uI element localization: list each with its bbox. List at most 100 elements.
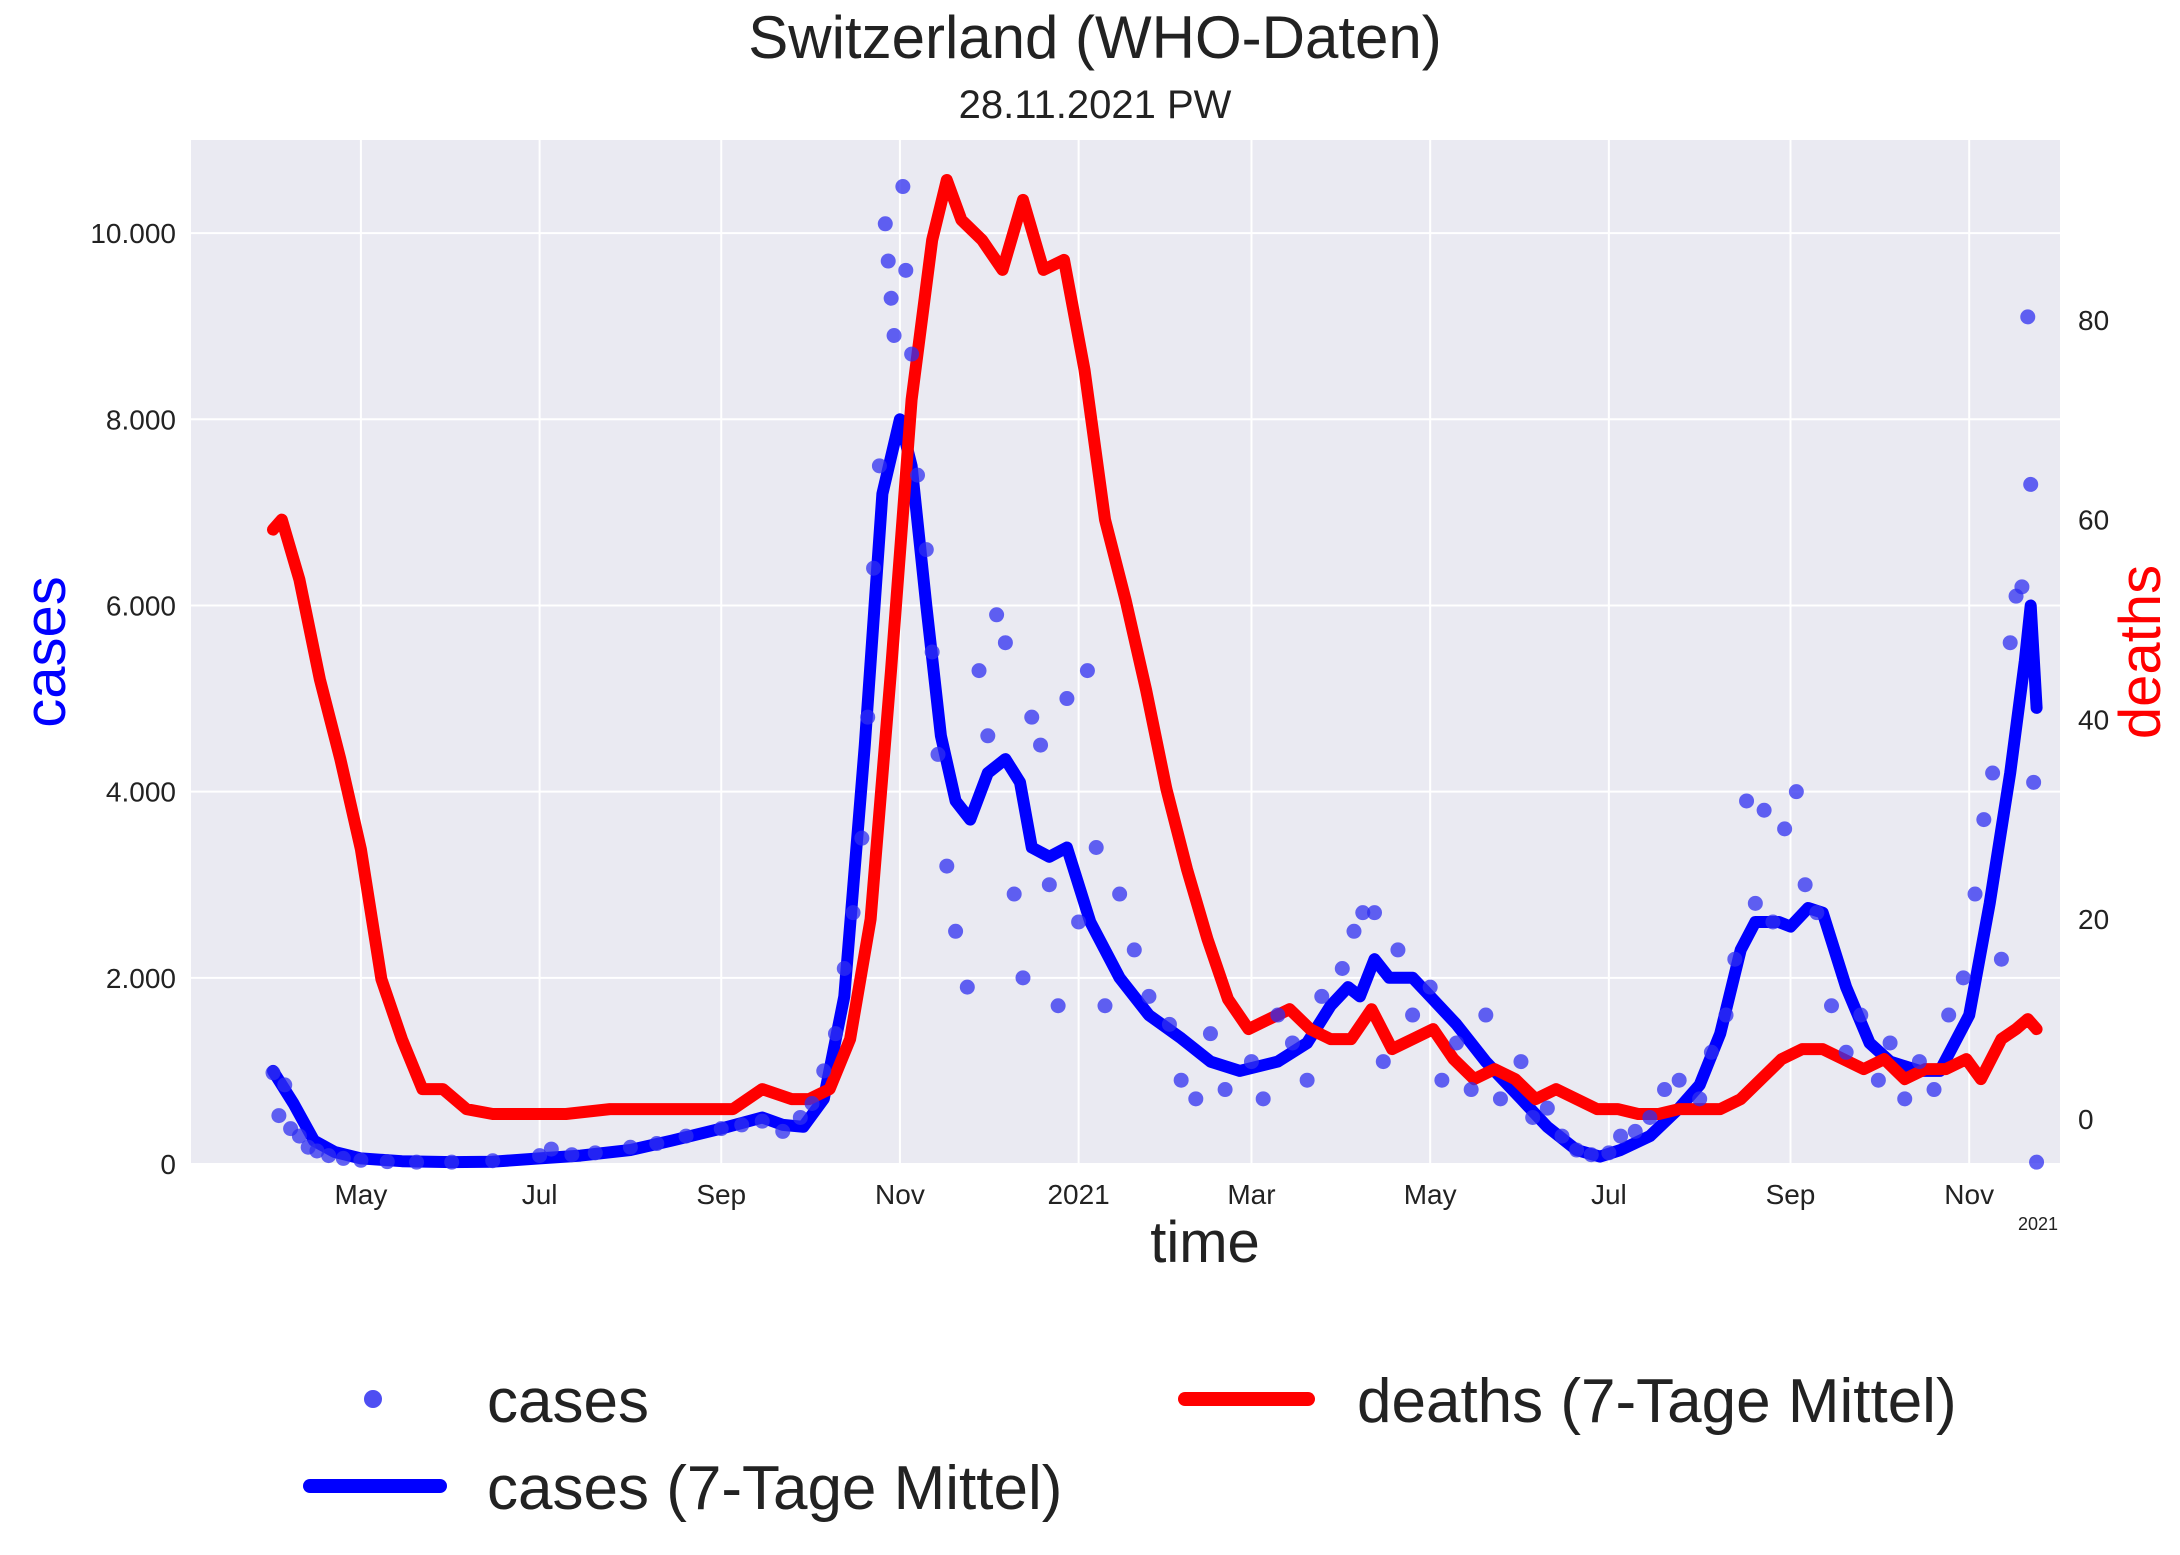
cases-point bbox=[1006, 886, 1022, 902]
cases-point bbox=[564, 1147, 580, 1163]
cases-point bbox=[980, 728, 996, 744]
cases-point bbox=[444, 1154, 460, 1170]
left-tick-label: 4.000 bbox=[106, 777, 176, 808]
cases-point bbox=[2029, 1154, 2045, 1170]
cases-point bbox=[309, 1143, 325, 1159]
cases-point bbox=[1824, 998, 1840, 1014]
cases-point bbox=[265, 1065, 281, 1081]
x-tick-label: Jul bbox=[1591, 1179, 1627, 1210]
cases-point bbox=[1583, 1147, 1599, 1163]
legend-marker-cases bbox=[364, 1390, 382, 1408]
cases-point bbox=[1671, 1072, 1687, 1088]
cases-point bbox=[1941, 1007, 1957, 1023]
cases-point bbox=[1926, 1082, 1942, 1098]
cases-point bbox=[827, 1026, 843, 1042]
cases-point bbox=[866, 560, 882, 576]
cases-point bbox=[1463, 1082, 1479, 1098]
cases-point bbox=[871, 458, 887, 474]
cases-point bbox=[2023, 476, 2039, 492]
chart-title: Switzerland (WHO-Daten) bbox=[748, 4, 1442, 71]
cases-point bbox=[918, 542, 934, 558]
cases-point bbox=[898, 262, 914, 278]
chart-subtitle: 28.11.2021 PW bbox=[959, 83, 1232, 127]
left-tick-label: 6.000 bbox=[106, 590, 176, 621]
cases-point bbox=[1853, 1007, 1869, 1023]
cases-point bbox=[587, 1145, 603, 1161]
cases-point bbox=[886, 327, 902, 343]
cases-point bbox=[1422, 979, 1438, 995]
cases-point bbox=[1390, 942, 1406, 958]
cases-point bbox=[379, 1154, 395, 1170]
cases-point bbox=[1739, 793, 1755, 809]
cases-point bbox=[1188, 1091, 1204, 1107]
cases-point bbox=[754, 1113, 770, 1129]
cases-point bbox=[1478, 1007, 1494, 1023]
cases-point bbox=[2020, 309, 2036, 325]
cases-point bbox=[1346, 923, 1362, 939]
cases-point bbox=[854, 830, 870, 846]
cases-point bbox=[860, 709, 876, 725]
cases-point bbox=[1375, 1054, 1391, 1070]
cases-point bbox=[1955, 970, 1971, 986]
cases-point bbox=[989, 607, 1005, 623]
cases-point bbox=[939, 858, 955, 874]
cases-point bbox=[1367, 905, 1383, 921]
cases-point bbox=[1097, 998, 1113, 1014]
cases-point bbox=[948, 923, 964, 939]
plot-marks bbox=[265, 174, 2045, 1170]
cases-point bbox=[1613, 1128, 1629, 1144]
cases-point bbox=[1071, 914, 1087, 930]
cases-point bbox=[1299, 1072, 1315, 1088]
cases-point bbox=[1015, 970, 1031, 986]
cases-point bbox=[1525, 1109, 1541, 1125]
cases-point bbox=[910, 467, 926, 483]
x-tick-label: 2021 bbox=[1047, 1179, 1109, 1210]
right-tick-label: 20 bbox=[2078, 904, 2109, 935]
left-tick-label: 10.000 bbox=[90, 218, 176, 249]
cases-point bbox=[1727, 951, 1743, 967]
cases-point bbox=[845, 905, 861, 921]
cases-point bbox=[816, 1063, 832, 1079]
x-tick-label: May bbox=[1404, 1179, 1457, 1210]
right-axis-ticks: 0 20 40 60 80 bbox=[2078, 305, 2109, 1135]
cases-point bbox=[1079, 663, 1095, 679]
cases-point bbox=[1355, 905, 1371, 921]
cases-point bbox=[1657, 1082, 1673, 1098]
cases-point bbox=[1627, 1123, 1643, 1139]
cases-point bbox=[1967, 886, 1983, 902]
cases-point bbox=[959, 979, 975, 995]
cases-point bbox=[895, 179, 911, 195]
plot-area bbox=[191, 140, 2060, 1164]
cases-point bbox=[904, 346, 920, 362]
cases-point bbox=[1882, 1035, 1898, 1051]
cases-point bbox=[649, 1136, 665, 1152]
cases-point bbox=[409, 1154, 425, 1170]
x-tick-label: Nov bbox=[875, 1179, 925, 1210]
cases-point bbox=[1765, 914, 1781, 930]
cases-point bbox=[924, 644, 940, 660]
cases-point bbox=[1718, 1007, 1734, 1023]
x-tick-label: Mar bbox=[1227, 1179, 1275, 1210]
deaths-avg-line bbox=[267, 174, 2043, 1120]
cases-point bbox=[836, 961, 852, 977]
x-offset-label: 2021 bbox=[2018, 1214, 2058, 1234]
right-tick-label: 80 bbox=[2078, 305, 2109, 336]
cases-point bbox=[1554, 1128, 1570, 1144]
left-tick-label: 2.000 bbox=[106, 963, 176, 994]
cases-point bbox=[271, 1108, 287, 1124]
cases-point bbox=[1838, 1044, 1854, 1060]
cases-point bbox=[1173, 1072, 1189, 1088]
cases-point bbox=[1569, 1142, 1585, 1158]
cases-point bbox=[1897, 1091, 1913, 1107]
cases-point bbox=[1797, 877, 1813, 893]
cases-point bbox=[971, 663, 987, 679]
cases-point bbox=[1434, 1072, 1450, 1088]
cases-point bbox=[1126, 942, 1142, 958]
cases-point bbox=[2014, 579, 2030, 595]
cases-point bbox=[1024, 709, 1040, 725]
cases-point bbox=[1492, 1091, 1508, 1107]
cases-point bbox=[2026, 774, 2042, 790]
cases-point bbox=[1788, 784, 1804, 800]
cases-point bbox=[1601, 1145, 1617, 1161]
cases-point bbox=[1539, 1100, 1555, 1116]
